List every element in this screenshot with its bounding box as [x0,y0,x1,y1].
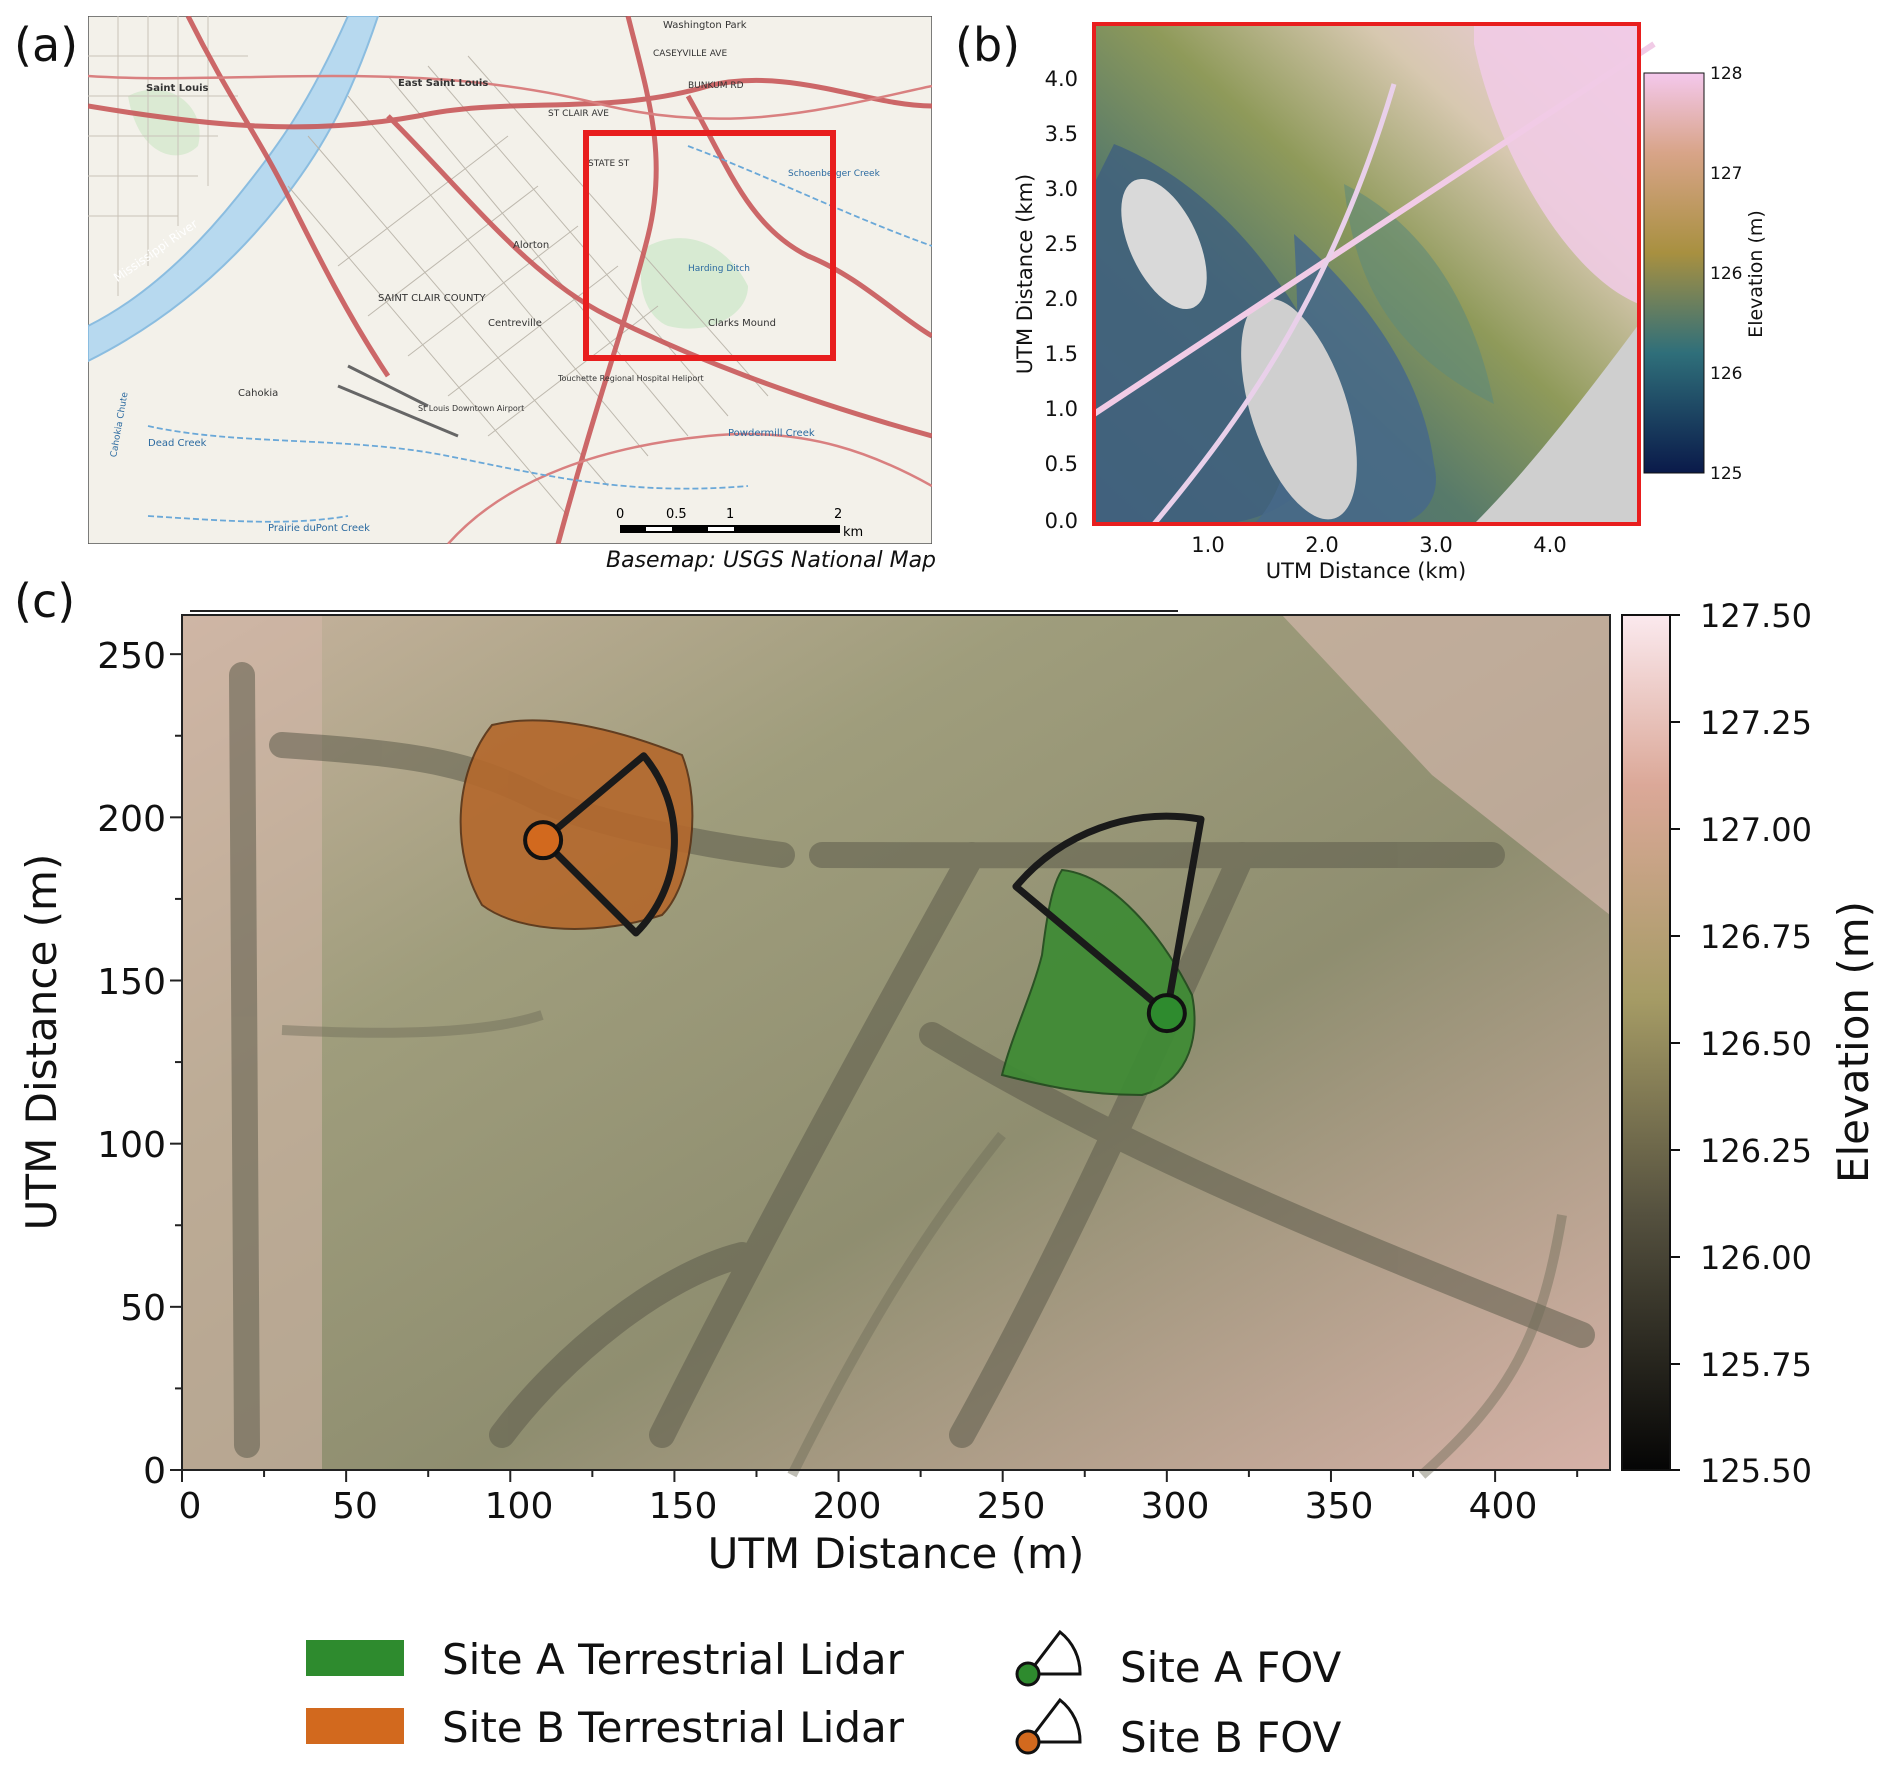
map-label-harding: Harding Ditch [688,264,750,274]
site-b-lidar-region [459,719,694,930]
c-xtick-100: 100 [485,1486,554,1527]
b-colorbar [1643,72,1705,474]
b-ytick-0.0: 0.0 [1045,509,1078,533]
c-cbar-126.00: 126.00 [1700,1239,1812,1277]
c-xtick-200: 200 [813,1486,882,1527]
legend-label-site-a: Site A Terrestrial Lidar [442,1635,905,1684]
b-xtick-2.0: 2.0 [1305,533,1338,557]
b-ytick-2.5: 2.5 [1045,232,1078,256]
map-label-state-st: STATE ST [588,159,630,169]
map-label-powdermill: Powdermill Creek [728,428,815,439]
b-ytick-0.5: 0.5 [1045,452,1078,476]
c-xtick-300: 300 [1141,1486,1210,1527]
b-ytick-3.5: 3.5 [1045,122,1078,146]
site-b-marker [523,820,564,861]
scale-bar: 0 0.5 1 2 km [616,507,863,540]
c-xtick-350: 350 [1305,1486,1374,1527]
c-cbar-125.75: 125.75 [1700,1346,1812,1384]
map-label-centreville: Centreville [488,318,542,329]
b-ytick-3.0: 3.0 [1045,177,1078,201]
map-label-saint-clair-county: SAINT CLAIR COUNTY [378,293,487,304]
map-label-st-clair: ST CLAIR AVE [548,109,609,119]
legend: Site A Terrestrial Lidar Site B Terrestr… [300,1630,1400,1762]
panel-b-plot: 4.0 3.5 3.0 2.5 2.0 1.5 1.0 0.5 0.0 1.0 … [1013,22,1767,583]
c-ytick-50: 50 [120,1288,166,1329]
b-cbar-tick-127: 127 [1710,164,1742,184]
c-cbar-127.50: 127.50 [1700,600,1812,635]
legend-swatch-site-a [306,1640,404,1676]
scale-tick-0.5: 0.5 [666,507,687,522]
b-cbar-tick-128: 128 [1710,64,1742,84]
site-b-fov-wedge [539,752,678,937]
legend-label-site-b: Site B Terrestrial Lidar [442,1703,905,1752]
legend-swatch-site-b [306,1708,404,1744]
map-label-clarks-mound: Clarks Mound [708,318,776,329]
c-cbar-127.00: 127.00 [1700,811,1812,849]
c-ytick-150: 150 [97,962,166,1003]
b-cbar-tick-126a: 126 [1710,264,1742,284]
panel-c-label: (c) [14,574,76,628]
c-cbar-125.50: 125.50 [1700,1452,1812,1490]
map-label-washington-park: Washington Park [663,20,747,31]
b-ytick-4.0: 4.0 [1045,67,1078,91]
map-label-airport: St Louis Downtown Airport [418,404,524,413]
scale-unit: km [843,525,863,540]
site-a-marker [1146,993,1187,1034]
c-cbar-127.25: 127.25 [1700,704,1812,742]
c-xtick-50: 50 [332,1486,378,1527]
map-label-bunkum: BUNKUM RD [688,81,744,91]
site-a-fov-wedge [1012,812,1205,1017]
panel-a-label: (a) [14,18,79,72]
c-cbar-126.50: 126.50 [1700,1025,1812,1063]
b-cbar-tick-126b: 126 [1710,364,1742,384]
map-label-caseyville: CASEYVILLE AVE [653,49,727,59]
c-ylabel: UTM Distance (m) [17,854,66,1231]
c-xtick-0: 0 [179,1486,202,1527]
c-colorbar-label: Elevation (m) [1829,901,1878,1183]
legend-label-site-a-fov: Site A FOV [1120,1643,1342,1692]
b-xlabel: UTM Distance (km) [1266,559,1467,583]
basemap-attribution: Basemap: USGS National Map [606,548,937,573]
scale-tick-0: 0 [616,507,624,522]
scale-tick-1: 1 [726,507,734,522]
legend-fov-icon-a [1015,1630,1082,1687]
b-xtick-4.0: 4.0 [1533,533,1566,557]
map-label-dead-creek: Dead Creek [148,438,207,449]
c-xtick-400: 400 [1469,1486,1538,1527]
c-xtick-150: 150 [649,1486,718,1527]
b-ytick-1.0: 1.0 [1045,397,1078,421]
c-xtick-250: 250 [977,1486,1046,1527]
panel-b-label: (b) [955,18,1021,72]
b-ylabel: UTM Distance (km) [1013,174,1037,375]
c-cbar-126.25: 126.25 [1700,1132,1812,1170]
c-ytick-100: 100 [97,1125,166,1166]
map-label-touchette: Touchette Regional Hospital Heliport [557,374,704,383]
site-a-lidar-region [1000,868,1196,1097]
map-label-saint-louis: Saint Louis [146,83,209,94]
c-xlabel: UTM Distance (m) [708,1529,1085,1578]
b-xtick-3.0: 3.0 [1419,533,1452,557]
map-label-alorton: Alorton [513,240,549,251]
legend-label-site-b-fov: Site B FOV [1120,1713,1342,1762]
c-ytick-250: 250 [97,636,166,677]
b-colorbar-label: Elevation (m) [1745,210,1767,338]
c-ytick-200: 200 [97,799,166,840]
c-colorbar [1621,614,1671,1471]
b-xtick-1.0: 1.0 [1191,533,1224,557]
b-ytick-1.5: 1.5 [1045,342,1078,366]
panel-c-plot: 0 50 100 150 200 250 300 350 400 0 50 10… [17,600,1878,1578]
c-cbar-126.75: 126.75 [1700,918,1812,956]
basemap: Saint Louis East Saint Louis Washington … [88,16,932,544]
c-ytick-0: 0 [143,1451,166,1492]
map-label-east-saint-louis: East Saint Louis [398,78,488,89]
map-label-cahokia: Cahokia [238,388,278,399]
study-area-box [583,130,836,361]
scale-tick-2: 2 [834,507,842,522]
b-ytick-2.0: 2.0 [1045,287,1078,311]
map-label-prairie-creek: Prairie duPont Creek [268,523,370,534]
legend-fov-icon-b [1015,1697,1082,1755]
b-cbar-tick-125: 125 [1710,464,1742,484]
